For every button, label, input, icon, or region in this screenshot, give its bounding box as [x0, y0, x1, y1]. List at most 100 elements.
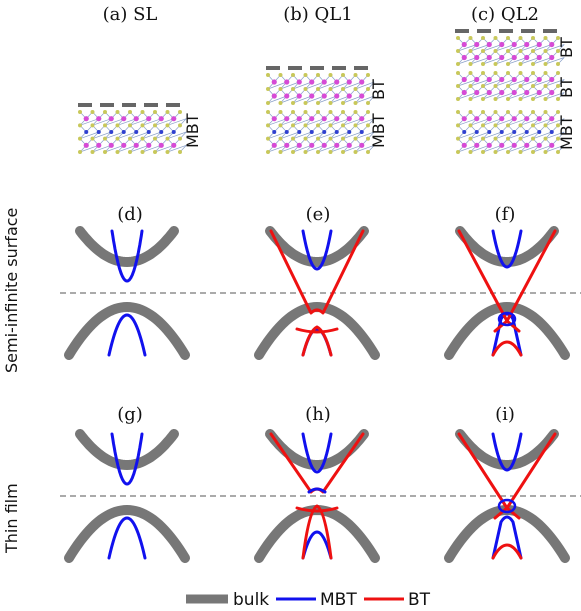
ql1-mbt-te-atom	[266, 136, 270, 141]
sl-te-atom	[165, 123, 170, 128]
panel-e-bt-lower-branch	[301, 325, 333, 357]
ql2-bt-top-bond	[457, 57, 477, 65]
ql1-mbt-te-atom	[278, 123, 283, 128]
ql2-mbt-bond	[470, 118, 490, 126]
ql1-mbt-te-atom	[328, 136, 333, 141]
panel-label-e: (e)	[306, 204, 331, 225]
ql1-bt-te-atom	[291, 73, 295, 77]
ql2-bt-top-te-atom	[456, 62, 460, 66]
ql2-mbt-bond	[507, 145, 527, 153]
ql2-bt-top-te-atom	[531, 49, 535, 53]
ql2-mbt-mn-atom	[499, 130, 504, 134]
band-panel-g	[64, 429, 190, 563]
sl-te-atom	[140, 150, 145, 154]
ql2-bt-mid-bond	[532, 92, 552, 100]
sl-te-atom	[140, 136, 145, 141]
ql1-bt-te-atom	[266, 101, 270, 105]
panel-f-bt-dirac-lower	[493, 319, 521, 333]
ql2-mbt-bi-atom	[511, 142, 517, 148]
ql2-bt-top-te-atom	[456, 49, 460, 53]
ql1-bt-bond	[342, 95, 362, 104]
ql1-bt-bi-atom	[321, 79, 327, 85]
ql2-bt-top-te-atom	[493, 49, 498, 53]
sl-te-atom	[103, 136, 107, 141]
ql1-bt-te-atom	[341, 73, 345, 77]
sl-te-atom	[178, 150, 182, 154]
ql2-bt-mid-bond	[532, 79, 552, 87]
ql2-bt-top-bond	[507, 57, 527, 65]
ql2-bt-top-bi-atom	[499, 54, 505, 61]
ql2-bt-top-te-atom	[493, 36, 498, 40]
ql2-bt-mid-te-atom	[543, 71, 548, 75]
ql2-mbt-bi-atom	[474, 142, 480, 148]
ql1-bt-bond	[292, 81, 312, 90]
ql2-bt-top-bi-atom	[536, 41, 542, 48]
ql2-mbt-bond	[482, 131, 502, 139]
sl-bi-atom	[108, 116, 114, 122]
ql2-mbt-te-atom	[468, 150, 473, 154]
band-panel-i	[444, 429, 570, 563]
sl-te-atom	[78, 136, 82, 141]
ql2-mbt-bond	[470, 131, 490, 139]
panel-label-i: (i)	[495, 404, 515, 425]
ql1-mbt-mn-atom	[272, 130, 277, 134]
ql2-bt-top-bond	[495, 44, 515, 52]
panel-i-mbt-valence-band	[491, 515, 523, 560]
ql1-bt-bond	[330, 81, 350, 90]
ql1-mbt-te-atom	[291, 136, 295, 141]
ql2-mbt-te-atom	[493, 110, 498, 114]
ql2-bt-top-bond	[507, 44, 527, 52]
ql1-mbt-bond	[267, 145, 287, 153]
sl-bi-atom	[96, 116, 102, 122]
ql2-bt-mid-te-atom	[481, 97, 485, 101]
ql2-bt-mid-bond	[545, 92, 565, 100]
ql2-bt-mid-bi-atom	[549, 89, 555, 96]
ql2-bt-top-te-atom	[518, 36, 523, 40]
ql1-mbt-bond	[355, 131, 375, 139]
ql2-bt-mid-bi-atom	[486, 89, 492, 96]
sl-mn-atom	[159, 130, 164, 134]
ql1-mbt-bi-atom	[309, 142, 315, 148]
sl-te-atom	[78, 150, 82, 154]
ql1-mbt-bond	[280, 118, 300, 126]
ql2-bt-mid-te-atom	[543, 84, 548, 88]
ql1-bt-bi-atom	[284, 93, 290, 99]
ql1-mbt-te-atom	[316, 110, 320, 114]
ql1-mbt-te-atom	[328, 150, 333, 154]
sl-bond	[154, 131, 174, 139]
panel-h-mbt-conduction-band	[301, 432, 333, 474]
ql2-bt-mid-bi-atom	[474, 89, 480, 96]
ql2-bt-top-te-atom	[556, 36, 560, 40]
ql1-mbt-mn-atom	[347, 130, 352, 134]
ql1-bt-te-atom	[278, 73, 283, 77]
ql2-bt-top-te-atom	[506, 49, 510, 53]
legend-bulk-label: bulk	[233, 590, 269, 610]
ql1-bt-bond	[305, 95, 325, 104]
ql2-bt-top-te-atom	[481, 62, 485, 66]
band-panel-f	[444, 226, 570, 360]
ql1-bt-bi-atom	[309, 93, 315, 99]
ql2-bt-top-bi-atom	[461, 41, 467, 48]
panel-e-bt-inner-band	[295, 327, 339, 334]
panel-h-bt-lower-branch	[301, 504, 333, 560]
ql2-bt-top-te-atom	[518, 49, 523, 53]
layer-label-ql1-mbt: MBT	[369, 113, 388, 148]
ql1-mbt-te-atom	[353, 136, 358, 141]
ql2-bt-top-bond	[482, 57, 502, 65]
legend-bt-label: BT	[408, 590, 431, 610]
ql2-bt-top-bond	[482, 44, 502, 52]
panel-e-bulk-conduction-band	[265, 226, 369, 268]
ql2-mbt-te-atom	[506, 150, 510, 154]
sl-te-atom	[165, 150, 170, 154]
ql2-mbt-mn-atom	[487, 130, 492, 134]
ql1-mbt-bond	[305, 145, 325, 153]
ql2-bt-mid-bi-atom	[486, 76, 492, 83]
sl-bond	[92, 145, 112, 153]
ql1-mbt-bi-atom	[296, 116, 302, 122]
ql2-mbt-bi-atom	[461, 116, 467, 122]
ql1-bt-bi-atom	[271, 79, 277, 85]
ql1-mbt-bond	[355, 145, 375, 153]
sl-bi-atom	[146, 116, 152, 122]
ql2-mbt-bond	[545, 131, 565, 139]
ql1-bt-bond	[317, 95, 337, 104]
